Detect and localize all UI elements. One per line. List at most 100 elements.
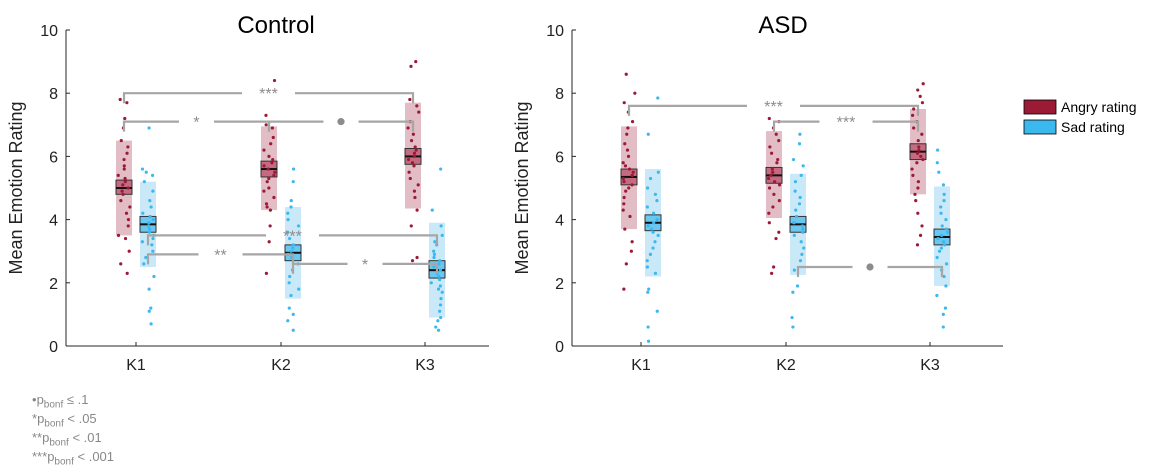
data-point	[433, 240, 437, 244]
significance-bracket-right	[358, 120, 415, 132]
data-point	[140, 167, 145, 171]
data-point	[436, 287, 441, 291]
data-point	[439, 297, 443, 301]
data-point	[772, 192, 776, 196]
data-point	[148, 199, 152, 203]
data-point	[118, 97, 122, 102]
data-point	[150, 173, 155, 177]
data-point	[269, 142, 273, 146]
data-point	[151, 249, 155, 253]
data-point	[414, 148, 418, 152]
data-point	[942, 199, 946, 203]
data-point	[411, 132, 415, 136]
panel-title-control: Control	[237, 12, 314, 39]
data-point	[289, 249, 293, 253]
y-tick-label: 0	[49, 339, 58, 356]
data-point	[630, 183, 634, 187]
data-point	[916, 180, 921, 184]
data-point	[944, 262, 949, 266]
data-point	[651, 230, 655, 234]
y-tick-label: 8	[49, 86, 58, 103]
data-point	[630, 173, 634, 177]
data-point	[935, 161, 939, 165]
data-point	[436, 274, 441, 279]
data-point	[912, 126, 916, 130]
significance-bracket-right	[887, 265, 944, 277]
data-point	[416, 183, 420, 187]
significance-note-001: ***pbonf < .001	[32, 449, 115, 468]
y-tick-label: 2	[555, 276, 564, 293]
data-point	[770, 151, 774, 155]
data-point	[777, 199, 781, 203]
data-point	[122, 157, 126, 162]
data-point	[621, 208, 625, 212]
panel-control: Control Mean Emotion Rating 0 2 4 6 8 10 K1 K2 K…	[6, 12, 489, 374]
data-point	[917, 145, 921, 149]
data-point	[942, 243, 947, 247]
data-point	[147, 221, 151, 225]
significance-label: *	[362, 257, 368, 274]
data-point	[438, 303, 443, 307]
data-point	[793, 180, 798, 184]
data-point	[267, 240, 271, 244]
data-point	[151, 189, 155, 193]
data-point	[119, 139, 123, 143]
data-point	[624, 189, 628, 193]
data-point	[262, 164, 266, 168]
data-point	[915, 161, 919, 165]
data-point	[648, 176, 653, 181]
data-point	[767, 221, 771, 225]
data-point	[436, 328, 441, 332]
data-point	[935, 293, 939, 298]
data-point	[146, 224, 151, 228]
data-point	[625, 148, 630, 152]
data-point	[937, 249, 942, 253]
data-point	[123, 116, 127, 121]
data-point	[655, 199, 659, 203]
data-point	[911, 113, 915, 117]
data-point	[126, 145, 130, 149]
data-point	[268, 224, 272, 228]
significance-bracket-left	[772, 120, 820, 132]
y-axis-label-asd: Mean Emotion Rating	[512, 101, 532, 274]
y-axis-label-control: Mean Emotion Rating	[6, 101, 26, 274]
data-point	[289, 293, 293, 298]
data-point	[432, 249, 436, 253]
data-point	[412, 189, 417, 193]
x-tick-label: K3	[415, 357, 435, 374]
significance-bracket-right	[295, 92, 415, 104]
data-point	[801, 230, 805, 234]
legend-swatch-angry	[1023, 99, 1057, 115]
data-point	[939, 246, 944, 250]
data-point	[412, 164, 416, 168]
data-point	[142, 180, 146, 184]
data-point	[116, 233, 121, 237]
data-point	[436, 319, 440, 323]
significance-bracket-left	[122, 120, 179, 132]
data-point	[653, 271, 658, 275]
data-point	[798, 132, 802, 136]
data-point	[653, 240, 657, 244]
significance-bracket-right	[382, 262, 439, 274]
data-point	[149, 322, 153, 326]
data-point	[440, 233, 444, 237]
data-point	[270, 126, 274, 130]
data-point	[624, 262, 628, 266]
data-point	[124, 211, 129, 215]
data-point	[429, 281, 433, 285]
data-point	[910, 167, 914, 171]
data-point	[770, 167, 774, 171]
data-point	[799, 240, 803, 244]
data-point	[417, 110, 421, 114]
data-point	[792, 221, 796, 225]
data-point	[122, 164, 126, 168]
data-point	[801, 227, 805, 231]
data-point	[430, 208, 434, 212]
data-point	[940, 224, 944, 228]
data-point	[272, 195, 276, 200]
data-point	[264, 271, 269, 275]
legend-label-angry: Angry rating	[1061, 99, 1136, 115]
data-point	[432, 255, 436, 260]
data-point	[434, 325, 438, 329]
